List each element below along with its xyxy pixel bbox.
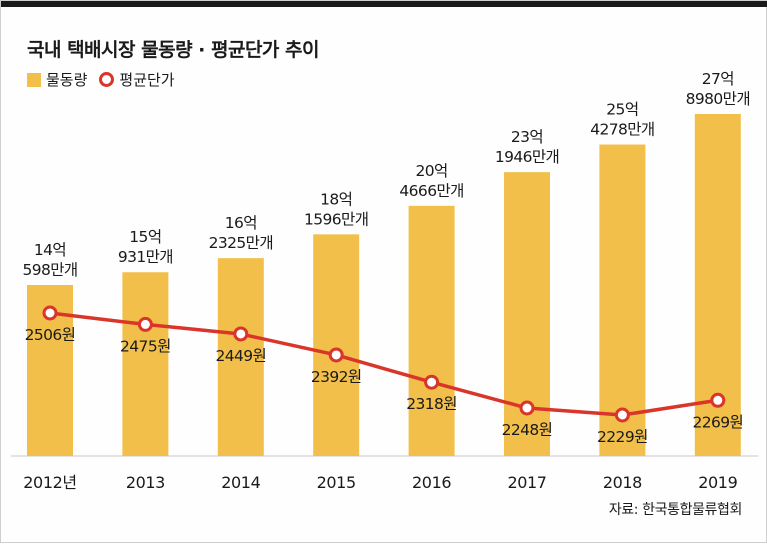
bar-value-label: 2325만개 bbox=[209, 234, 273, 252]
legend-line-marker bbox=[99, 72, 115, 87]
x-tick-label: 2014 bbox=[221, 473, 260, 492]
avg-price-point bbox=[614, 407, 630, 423]
bar-value-label: 16억 bbox=[225, 214, 257, 232]
legend-bar-swatch bbox=[27, 72, 41, 87]
avg-price-line bbox=[48, 311, 720, 417]
bar-value-label: 1946만개 bbox=[495, 148, 559, 166]
x-tick-label: 2019 bbox=[698, 473, 737, 492]
bar-2015 bbox=[313, 234, 360, 456]
x-tick-label: 2012년 bbox=[23, 473, 76, 492]
x-tick-label: 2013 bbox=[126, 473, 165, 492]
bar-2018 bbox=[599, 144, 646, 456]
avg-price-label: 2392원 bbox=[311, 368, 362, 386]
bar-2014 bbox=[217, 258, 264, 456]
avg-price-point bbox=[710, 392, 726, 408]
bar-value-label: 598만개 bbox=[22, 261, 77, 279]
bar-value-label: 931만개 bbox=[118, 248, 173, 266]
bar-value-label: 20억 bbox=[416, 162, 448, 180]
avg-price-label: 2248원 bbox=[502, 421, 553, 439]
legend-bar-label: 물동량 bbox=[46, 71, 88, 89]
source-note: 자료: 한국통합물류협회 bbox=[608, 502, 743, 518]
avg-price-point bbox=[233, 326, 249, 342]
avg-price-point bbox=[328, 347, 344, 363]
x-tick-label: 2017 bbox=[507, 473, 546, 492]
legend-line-label: 평균단가 bbox=[119, 71, 175, 89]
bar-value-label: 4666만개 bbox=[399, 182, 463, 200]
bar-value-label: 8980만개 bbox=[686, 90, 750, 108]
x-tick-label: 2015 bbox=[317, 473, 356, 492]
bar-value-label: 1596만개 bbox=[304, 210, 368, 228]
bar-value-label: 27억 bbox=[702, 70, 734, 88]
bar-value-label: 15억 bbox=[129, 228, 161, 246]
avg-price-point bbox=[42, 305, 58, 321]
bar-2013 bbox=[122, 272, 169, 456]
bar-value-label: 18억 bbox=[320, 190, 352, 208]
avg-price-label: 2318원 bbox=[406, 395, 457, 413]
avg-price-label: 2449원 bbox=[215, 347, 266, 365]
bar-value-label: 14억 bbox=[34, 241, 66, 259]
avg-price-label: 2229원 bbox=[597, 428, 648, 446]
bar-value-label: 23억 bbox=[511, 128, 543, 146]
bar-value-label: 4278만개 bbox=[590, 121, 654, 139]
avg-price-point bbox=[424, 374, 440, 390]
chart-title: 국내 택배시장 물동량 · 평균단가 추이 bbox=[27, 39, 320, 61]
avg-price-label: 2475원 bbox=[120, 337, 171, 355]
avg-price-label: 2269원 bbox=[692, 413, 743, 431]
top-rule bbox=[1, 1, 767, 7]
x-tick-label: 2016 bbox=[412, 473, 451, 492]
legend: 물동량 평균단가 bbox=[27, 69, 175, 90]
bar-2016 bbox=[408, 205, 455, 456]
avg-price-point bbox=[519, 400, 535, 416]
avg-price-label: 2506원 bbox=[25, 326, 76, 344]
x-tick-label: 2018 bbox=[603, 473, 642, 492]
bar-value-label: 25억 bbox=[606, 101, 638, 119]
avg-price-point bbox=[137, 316, 153, 332]
